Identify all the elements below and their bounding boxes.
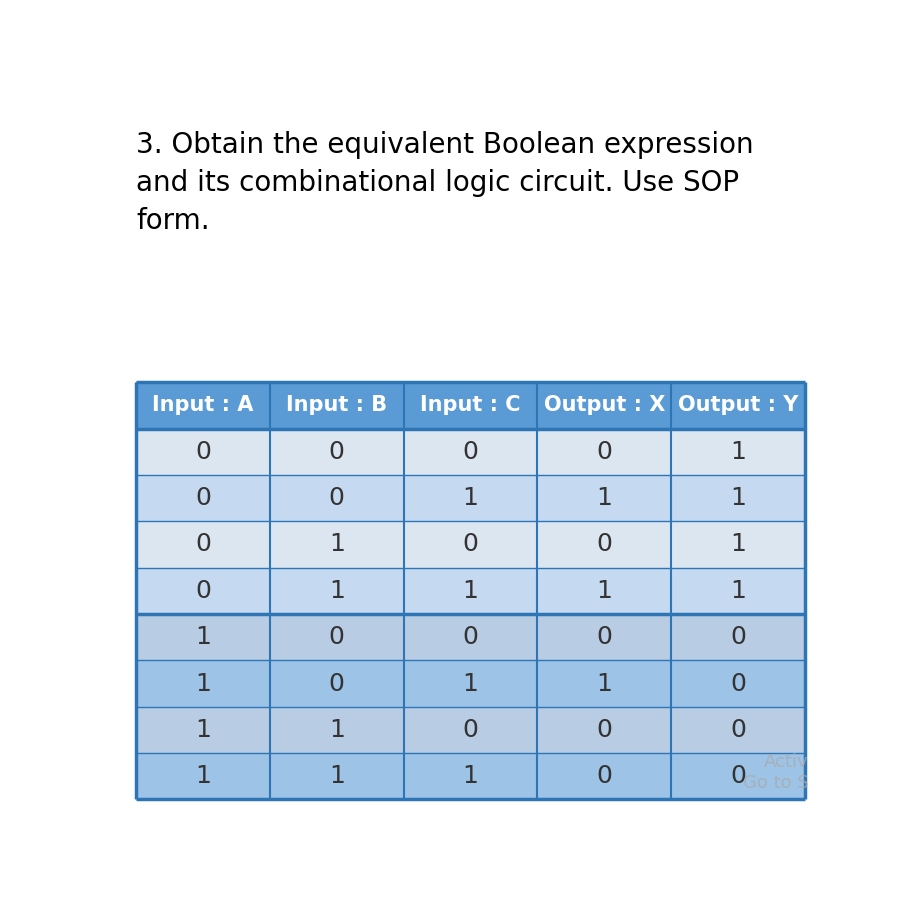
Bar <box>270 660 404 707</box>
Bar <box>537 521 671 567</box>
Text: Output : X: Output : X <box>543 396 665 416</box>
Text: 0: 0 <box>195 487 211 510</box>
Bar <box>537 382 671 429</box>
Text: 1: 1 <box>195 718 211 742</box>
Bar <box>671 707 805 753</box>
Bar <box>671 567 805 614</box>
Text: 0: 0 <box>463 625 478 649</box>
Bar <box>270 567 404 614</box>
Text: 0: 0 <box>730 764 746 789</box>
Bar <box>671 614 805 660</box>
Bar <box>404 475 537 521</box>
Text: 1: 1 <box>195 625 211 649</box>
Bar <box>537 475 671 521</box>
Text: Input : C: Input : C <box>420 396 521 416</box>
Text: 3. Obtain the equivalent Boolean expression
and its combinational logic circuit.: 3. Obtain the equivalent Boolean express… <box>136 131 754 235</box>
Text: 1: 1 <box>329 718 344 742</box>
Bar <box>671 475 805 521</box>
Bar <box>671 753 805 800</box>
Bar <box>537 567 671 614</box>
Text: 1: 1 <box>730 532 746 556</box>
Bar <box>270 382 404 429</box>
Bar <box>270 753 404 800</box>
Text: 0: 0 <box>463 440 478 464</box>
Bar <box>270 475 404 521</box>
Bar <box>136 614 270 660</box>
Bar <box>537 707 671 753</box>
Bar <box>136 567 270 614</box>
Text: 1: 1 <box>597 579 612 603</box>
Text: 0: 0 <box>329 625 344 649</box>
Bar <box>537 660 671 707</box>
Bar <box>404 707 537 753</box>
Text: 0: 0 <box>463 532 478 556</box>
Bar <box>136 429 270 475</box>
Text: 1: 1 <box>463 671 478 696</box>
Bar <box>671 429 805 475</box>
Bar <box>270 707 404 753</box>
Bar <box>537 614 671 660</box>
Bar <box>404 614 537 660</box>
Bar <box>404 753 537 800</box>
Text: 1: 1 <box>195 764 211 789</box>
Bar <box>270 429 404 475</box>
Bar <box>671 521 805 567</box>
Text: Input : A: Input : A <box>152 396 253 416</box>
Text: 1: 1 <box>730 487 746 510</box>
Text: 0: 0 <box>329 671 344 696</box>
Text: 1: 1 <box>597 671 612 696</box>
Bar <box>270 521 404 567</box>
Text: 0: 0 <box>329 487 344 510</box>
Text: 1: 1 <box>329 532 344 556</box>
Text: 0: 0 <box>730 718 746 742</box>
Text: 0: 0 <box>195 579 211 603</box>
Text: 1: 1 <box>597 487 612 510</box>
Text: 0: 0 <box>597 625 612 649</box>
Bar <box>136 753 270 800</box>
Text: 0: 0 <box>597 764 612 789</box>
Text: 0: 0 <box>195 532 211 556</box>
Text: 1: 1 <box>329 764 344 789</box>
Bar <box>136 707 270 753</box>
Text: 1: 1 <box>730 579 746 603</box>
Bar <box>404 660 537 707</box>
Bar <box>136 475 270 521</box>
Text: Activ
Go to S: Activ Go to S <box>743 754 809 792</box>
Bar <box>404 429 537 475</box>
Text: 0: 0 <box>195 440 211 464</box>
Bar <box>136 382 270 429</box>
Bar <box>671 660 805 707</box>
Text: 1: 1 <box>463 579 478 603</box>
Text: 1: 1 <box>463 487 478 510</box>
Text: 0: 0 <box>730 625 746 649</box>
Text: Input : B: Input : B <box>286 396 387 416</box>
Text: 1: 1 <box>329 579 344 603</box>
Text: 1: 1 <box>195 671 211 696</box>
Text: 1: 1 <box>730 440 746 464</box>
Bar <box>136 660 270 707</box>
Text: 0: 0 <box>329 440 344 464</box>
Bar <box>671 382 805 429</box>
Text: 0: 0 <box>597 440 612 464</box>
Bar <box>136 521 270 567</box>
Bar <box>270 614 404 660</box>
Text: 1: 1 <box>463 764 478 789</box>
Bar <box>537 753 671 800</box>
Text: 0: 0 <box>463 718 478 742</box>
Text: 0: 0 <box>597 718 612 742</box>
Text: 0: 0 <box>730 671 746 696</box>
Text: 0: 0 <box>597 532 612 556</box>
Bar <box>404 521 537 567</box>
Text: Output : Y: Output : Y <box>677 396 798 416</box>
Bar <box>537 429 671 475</box>
Bar <box>404 382 537 429</box>
Bar <box>404 567 537 614</box>
